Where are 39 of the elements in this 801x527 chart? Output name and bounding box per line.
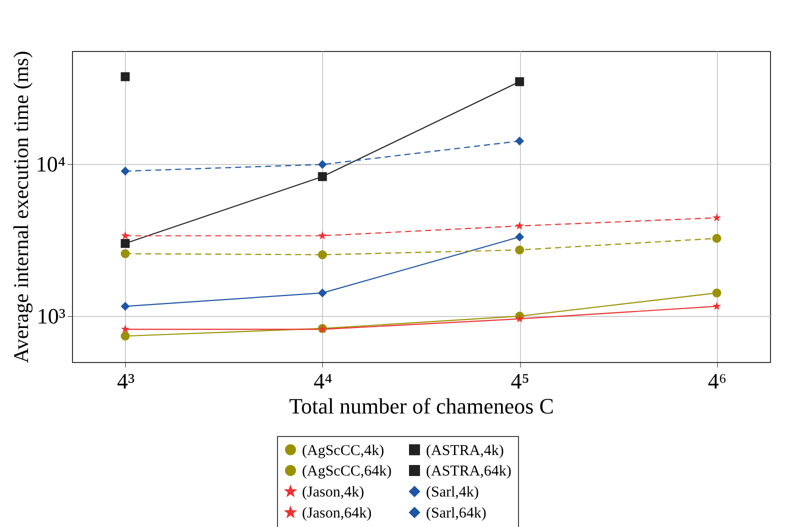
point (712, 288, 722, 298)
x-tick-label: 4³ (116, 368, 135, 394)
point (318, 231, 327, 240)
point (120, 238, 130, 248)
point (712, 234, 722, 243)
point (318, 288, 327, 298)
point (515, 77, 524, 86)
x-tick-label: 4⁵ (510, 368, 530, 394)
point (515, 314, 524, 322)
point (120, 332, 130, 341)
point (318, 250, 327, 260)
point (318, 172, 327, 182)
point (120, 72, 130, 82)
x-axis-title: Total number of chameneos C (289, 394, 554, 418)
point (515, 136, 524, 146)
legend-label: (Jason,4k) (302, 484, 364, 500)
legend-label: (Jason,64k) (302, 506, 372, 522)
point (120, 166, 130, 176)
legend-label: (AgScCC,4k) (302, 442, 384, 459)
point (515, 221, 524, 230)
legend-label: (Sarl,64k) (426, 506, 486, 522)
point (120, 231, 130, 240)
point (120, 302, 130, 311)
x-tick-label: 4⁶ (708, 368, 727, 394)
legend-label: (ASTRA,4k) (426, 442, 504, 459)
legend-label: (AgScCC,64k) (302, 464, 392, 480)
point (712, 213, 722, 222)
point (515, 232, 524, 242)
point (318, 160, 327, 169)
point (515, 245, 524, 254)
x-tick-label: 4⁴ (314, 368, 333, 394)
point (712, 302, 722, 310)
point (120, 324, 130, 333)
legend-label: (Sarl,4k) (426, 484, 479, 500)
y-tick-label: 10⁴ (36, 151, 66, 176)
y-axis-title: Average internal execution time (ms) (8, 50, 33, 364)
legend-label: (ASTRA,64k) (426, 464, 512, 480)
y-tick-label: 10³ (36, 304, 66, 329)
point (120, 249, 130, 258)
